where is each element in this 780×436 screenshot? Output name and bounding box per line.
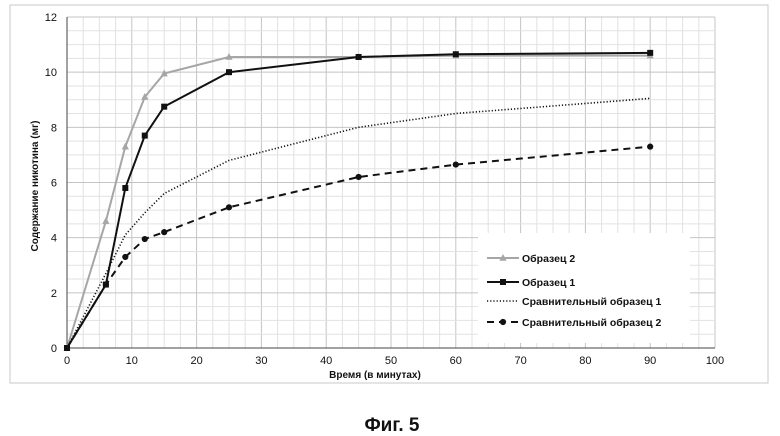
data-point-circle (161, 229, 167, 235)
data-point-circle (142, 236, 148, 242)
x-tick-label: 20 (190, 355, 202, 367)
legend-label: Сравнительный образец 1 (522, 296, 661, 308)
data-point-square (647, 50, 653, 56)
x-tick-label: 40 (320, 355, 332, 367)
x-tick-label: 100 (706, 355, 724, 367)
y-tick-label: 2 (51, 288, 57, 300)
y-tick-label: 10 (45, 67, 57, 79)
legend-label: Образец 2 (522, 253, 575, 265)
data-point-circle (356, 174, 362, 180)
x-tick-label: 10 (126, 355, 138, 367)
data-point-square (500, 279, 506, 285)
data-point-circle (453, 161, 459, 167)
legend: Образец 2 Образец 1 Сравнительный образец … (478, 233, 690, 343)
data-point-circle (226, 204, 232, 210)
data-point-circle (500, 319, 506, 325)
figure-caption: Фиг. 5 (364, 415, 419, 436)
x-axis-title: Время (в минутах) (329, 370, 421, 381)
data-point-circle (122, 254, 128, 260)
x-tick-label: 0 (64, 355, 70, 367)
data-point-square (226, 69, 232, 75)
y-tick-label: 12 (45, 12, 57, 24)
data-point-circle (647, 144, 653, 150)
y-axis-title: Содержание никотина (мг) (30, 121, 41, 252)
data-point-square (161, 104, 167, 110)
x-tick-label: 60 (450, 355, 462, 367)
x-tick-label: 80 (579, 355, 591, 367)
data-point-square (122, 185, 128, 191)
data-point-square (356, 54, 362, 60)
data-point-circle (103, 281, 109, 287)
data-point-square (142, 133, 148, 139)
data-point-circle (64, 345, 70, 351)
y-tick-label: 6 (51, 178, 57, 190)
legend-label: Сравнительный образец 2 (522, 317, 661, 329)
x-tick-label: 50 (385, 355, 397, 367)
data-point-square (453, 51, 459, 57)
x-tick-label: 90 (644, 355, 656, 367)
x-tick-label: 70 (514, 355, 526, 367)
y-tick-label: 8 (51, 122, 57, 134)
x-tick-label: 30 (255, 355, 267, 367)
legend-label: Образец 1 (522, 277, 575, 289)
y-tick-label: 0 (51, 343, 57, 355)
y-tick-label: 4 (51, 233, 57, 245)
chart: 0 10 20 30 40 50 60 70 80 90 100 0 2 4 6 8 10 12 Время (в… (0, 0, 780, 436)
